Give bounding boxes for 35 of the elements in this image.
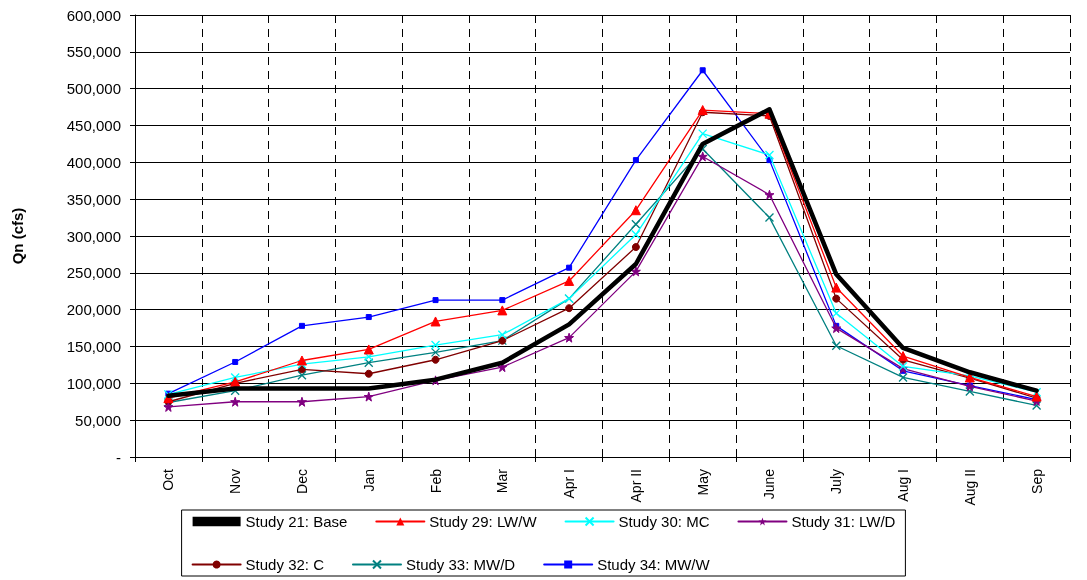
y-tick-label: 100,000 — [66, 374, 121, 392]
x-tick-label: Apr II — [627, 469, 644, 503]
x-tick-label: Dec — [293, 469, 310, 494]
x-tick-label: Aug I — [895, 469, 912, 502]
x-tick-label: May — [694, 469, 711, 496]
x-tick-label: Aug II — [961, 469, 978, 506]
y-tick-label: 150,000 — [66, 338, 121, 355]
y-tick-label: 450,000 — [66, 117, 121, 134]
y-tick-label: - — [116, 448, 121, 466]
y-tick-label: 400,000 — [66, 153, 121, 171]
legend-label: Study 30: MC — [618, 513, 710, 530]
x-tick-label: Feb — [427, 468, 444, 494]
y-tick-label: 200,000 — [66, 301, 121, 319]
legend-label: Study 32: C — [245, 556, 325, 573]
legend-label: Study 31: LW/D — [791, 513, 896, 530]
x-tick-label: Mar — [494, 468, 511, 494]
legend-label: Study 29: LW/W — [429, 513, 538, 530]
x-tick-label: Apr I — [561, 469, 578, 499]
x-tick-label: Jan — [360, 469, 377, 492]
y-tick-label: 350,000 — [66, 190, 121, 208]
x-tick-label: June — [761, 468, 778, 500]
y-tick-label: 300,000 — [66, 227, 121, 245]
y-tick-label: 600,000 — [66, 6, 121, 24]
y-tick-label: 250,000 — [66, 264, 121, 282]
legend-label: Study 21: Base — [245, 513, 348, 530]
x-tick-label: July — [828, 469, 845, 494]
x-tick-label: Oct — [160, 468, 177, 491]
legend-label: Study 33: MW/D — [405, 556, 516, 573]
y-tick-label: 500,000 — [66, 80, 121, 98]
y-axis-title: Qn (cfs) — [9, 207, 26, 265]
y-tick-label: 550,000 — [66, 43, 121, 61]
y-tick-label: 50,000 — [75, 411, 121, 429]
legend-label: Study 34: MW/W — [597, 556, 711, 573]
x-tick-label: Nov — [227, 469, 244, 494]
x-tick-label: Sep — [1028, 468, 1045, 494]
